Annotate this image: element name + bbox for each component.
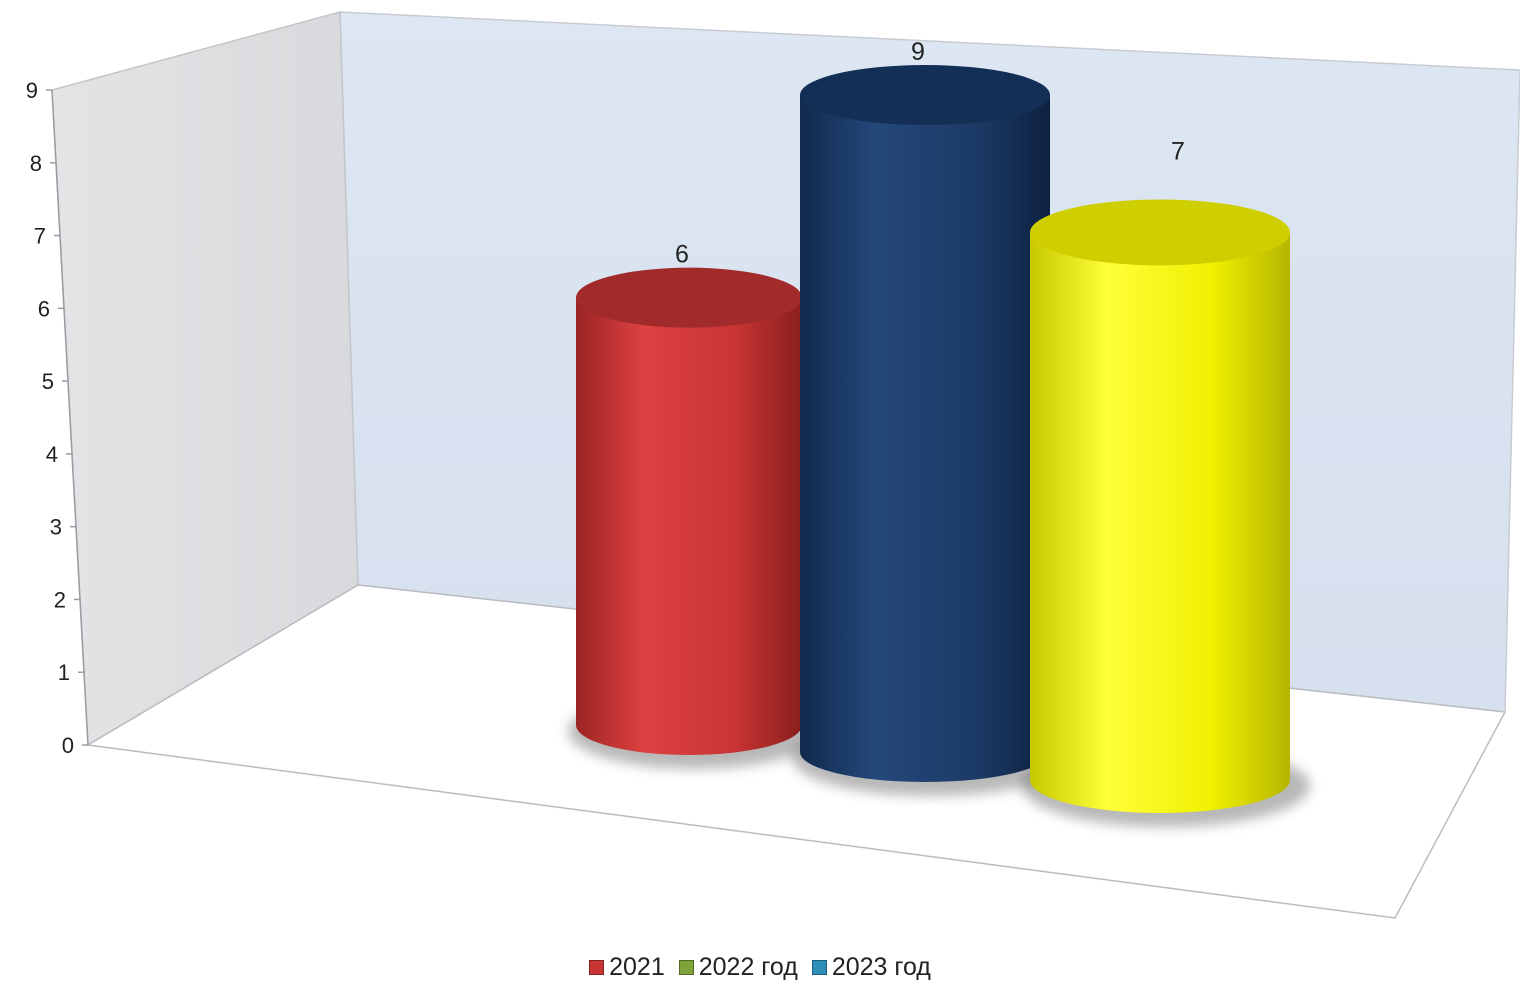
legend-item-2022: 2022 год (678, 953, 798, 982)
bar-cylinder-2021 (576, 297, 802, 755)
data-label: 9 (911, 38, 925, 66)
legend-swatch-2022 (678, 960, 694, 975)
y-tick-label: 5 (42, 369, 54, 394)
legend-label-2021: 2021 (609, 953, 665, 981)
legend-swatch-2023 (811, 960, 827, 975)
bar-cylinder-2022-год (800, 95, 1050, 782)
legend-label-2023: 2023 год (831, 953, 931, 981)
bar-cylinder-2023-год (1030, 232, 1290, 813)
y-tick-label: 2 (54, 587, 66, 612)
legend: 2021 2022 год 2023 год (0, 953, 1520, 982)
bar-top-cap (576, 267, 802, 328)
bar-top-cap (800, 65, 1050, 125)
y-tick-label: 3 (50, 515, 62, 540)
bar-top-cap (1030, 199, 1290, 266)
legend-item-2023: 2023 год (811, 953, 931, 982)
y-tick-label: 1 (58, 660, 70, 685)
data-label: 6 (675, 241, 689, 269)
legend-swatch-2021 (589, 960, 605, 975)
y-tick-label: 6 (38, 296, 50, 321)
bars-group: 6 9 7 (568, 38, 1310, 827)
y-tick-label: 8 (30, 151, 42, 176)
legend-label-2022: 2022 год (698, 953, 798, 981)
y-tick-label: 7 (34, 224, 46, 249)
legend-item-2021: 2021 (589, 953, 665, 982)
data-label: 7 (1171, 137, 1185, 165)
y-tick-label: 4 (46, 442, 58, 467)
y-axis-line (51, 89, 89, 746)
y-tick-label: 9 (26, 78, 38, 103)
y-axis-ticks: 0 1 2 3 4 5 6 7 8 9 (26, 78, 88, 758)
y-tick-label: 0 (62, 733, 74, 758)
